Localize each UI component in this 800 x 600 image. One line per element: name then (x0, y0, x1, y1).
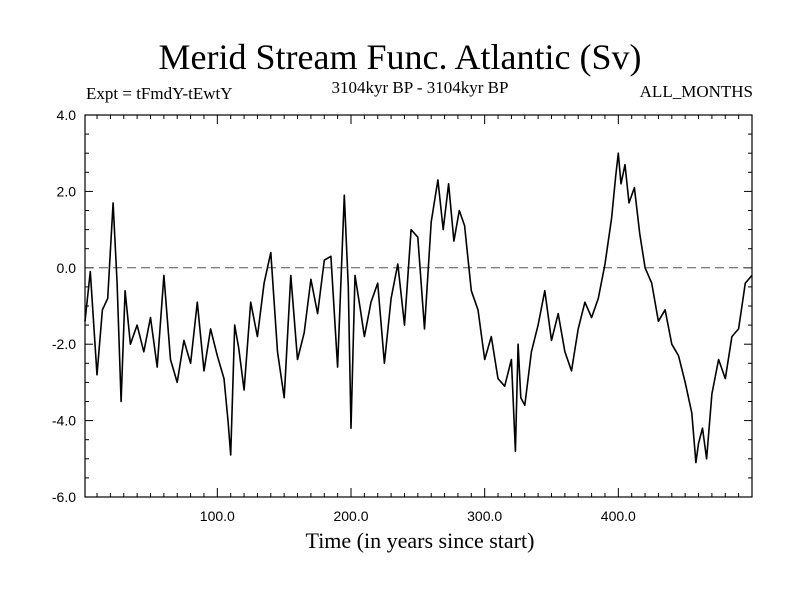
y-tick-label: -2.0 (52, 336, 76, 352)
x-axis-label: Time (in years since start) (305, 528, 535, 553)
y-tick-label: 4.0 (57, 107, 77, 123)
plot-frame (84, 114, 753, 498)
x-tick-label: 400.0 (601, 508, 636, 524)
x-tick-label: 200.0 (333, 508, 368, 524)
period-label: 3104kyr BP - 3104kyr BP (331, 78, 509, 97)
x-axis-ticks: 100.0 200.0 300.0 400.0 (96, 115, 753, 524)
x-tick-label: 100.0 (200, 508, 235, 524)
months-label: ALL_MONTHS (639, 82, 753, 101)
x-tick-label: 300.0 (467, 508, 502, 524)
y-tick-label: 2.0 (57, 183, 77, 199)
y-tick-label: -6.0 (52, 489, 76, 505)
data-series-line (84, 152, 753, 464)
y-tick-label: -4.0 (52, 413, 76, 429)
chart-title: Merid Stream Func. Atlantic (Sv) (158, 37, 642, 77)
experiment-label: Expt = tFmdY-tEwtY (86, 84, 233, 103)
y-tick-label: 0.0 (57, 260, 77, 276)
